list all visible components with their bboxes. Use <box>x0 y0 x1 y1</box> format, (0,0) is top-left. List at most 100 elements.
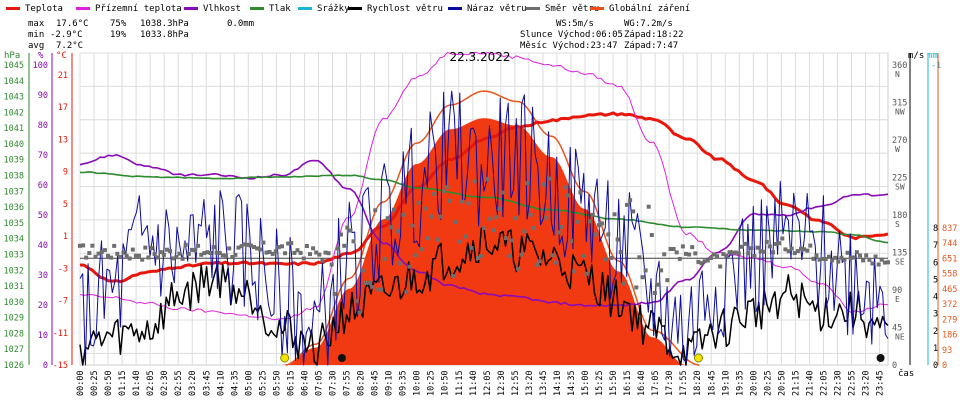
celsius-tick-0: 21 <box>58 71 68 81</box>
wm2-tick-2: 651 <box>942 254 957 264</box>
wind-dir-point-109 <box>416 200 421 205</box>
celsius-tick-6: -3 <box>58 264 68 274</box>
wind-dir-point-23 <box>149 246 154 251</box>
time-tick-24: 10:00 <box>413 370 423 396</box>
legend-swatch-0 <box>6 7 20 10</box>
sunrise-marker <box>280 353 290 363</box>
wind-dir-point-123 <box>460 199 465 204</box>
ms-unit: m/s <box>908 51 924 61</box>
dir-tick-6: 90 <box>892 286 902 296</box>
time-tick-20: 08:20 <box>357 370 367 396</box>
wind-dir-point-214 <box>743 241 747 246</box>
time-tick-35: 14:35 <box>567 370 577 396</box>
wind-dir-point-128 <box>475 256 480 261</box>
wind-dir-point-125 <box>466 201 471 206</box>
time-tick-48: 20:00 <box>749 370 759 396</box>
wind-dir-point-75 <box>311 246 316 251</box>
wind-dir-point-259 <box>882 260 887 265</box>
ms-tick-2: 6 <box>933 258 938 268</box>
time-tick-9: 03:45 <box>202 370 212 396</box>
legend-swatch-8 <box>590 7 604 10</box>
wind-dir-point-251 <box>858 253 862 258</box>
legend-label-0: Teplota <box>25 4 63 14</box>
dir-label-0: N <box>895 70 900 79</box>
wind-dir-point-115 <box>435 237 440 242</box>
wind-dir-point-80 <box>326 251 331 256</box>
wind-dir-point-199 <box>696 259 701 264</box>
wind-dir-point-98 <box>382 257 387 261</box>
wind-dir-point-148 <box>537 259 542 264</box>
wind-dir-point-47 <box>224 253 229 258</box>
wind-dir-point-95 <box>373 208 378 213</box>
pct-tick-7: 30 <box>38 271 48 281</box>
stats-header: max 17.6°C 75% 1038.3hPa 0.0mm min -2.9°… <box>28 19 684 51</box>
ms-tick-3: 5 <box>933 275 938 285</box>
wind-dir-point-41 <box>205 250 210 255</box>
legend-swatch-2 <box>184 7 198 10</box>
wind-dir-point-63 <box>273 249 278 254</box>
time-tick-14: 05:50 <box>272 370 282 396</box>
hpa-tick-15: 1030 <box>4 298 24 308</box>
wind-dir-point-55 <box>248 243 253 248</box>
wind-dir-point-19 <box>137 253 141 258</box>
wind-dir-point-74 <box>308 252 312 257</box>
wind-dir-point-183 <box>646 204 651 209</box>
wind-dir-point-45 <box>217 251 222 255</box>
dir-label-7: NE <box>895 333 905 342</box>
wind-dir-point-69 <box>292 250 297 255</box>
wind-dir-point-27 <box>161 252 166 257</box>
wind-dir-point-197 <box>690 245 695 250</box>
time-tick-28: 11:40 <box>469 370 479 396</box>
pct-tick-0: 100 <box>33 61 48 71</box>
time-tick-55: 22:55 <box>848 370 858 396</box>
wind-dir-point-8 <box>102 248 107 253</box>
wind-dir-point-102 <box>395 229 399 234</box>
chart-title: 22.3.2022 <box>449 50 510 64</box>
wind-dir-point-223 <box>771 250 775 255</box>
wind-dir-point-116 <box>438 214 443 219</box>
wind-dir-point-130 <box>482 226 486 231</box>
wind-dir-point-101 <box>391 207 396 212</box>
wind-dir-point-164 <box>587 219 592 224</box>
wind-dir-point-33 <box>180 256 185 261</box>
wind-dir-point-152 <box>550 253 555 258</box>
time-tick-5: 02:05 <box>146 370 156 396</box>
hpa-tick-5: 1040 <box>4 140 24 150</box>
dir-label-5: SE <box>895 258 905 267</box>
series-naraz-vetru <box>79 90 889 366</box>
wind-dir-point-100 <box>388 225 393 230</box>
pct-tick-10: 0 <box>43 361 48 371</box>
wind-dir-point-22 <box>146 255 151 260</box>
wind-dir-point-139 <box>510 238 514 243</box>
time-tick-25: 10:25 <box>427 370 437 396</box>
time-tick-6: 02:30 <box>160 370 170 396</box>
legend-swatch-5 <box>348 7 362 10</box>
wind-dir-point-219 <box>758 249 763 254</box>
legend-label-4: Srážky <box>317 4 350 14</box>
dir-label-3: SW <box>895 183 905 192</box>
wind-dir-point-155 <box>559 225 564 229</box>
time-tick-50: 20:50 <box>777 370 787 396</box>
wind-dir-point-56 <box>252 245 256 249</box>
wind-dir-point-230 <box>792 251 797 256</box>
wm2-tick-9: 0 <box>942 361 947 371</box>
hpa-tick-4: 1041 <box>4 124 24 134</box>
wind-dir-point-68 <box>289 241 294 246</box>
time-tick-15: 06:15 <box>286 370 296 396</box>
legend-swatch-7 <box>526 7 540 10</box>
wind-dir-point-53 <box>242 242 247 247</box>
wind-dir-point-49 <box>230 255 235 259</box>
wind-dir-point-6 <box>96 251 101 256</box>
wind-dir-point-7 <box>99 249 104 254</box>
dir-tick-8: 0 <box>892 361 897 371</box>
wind-dir-point-171 <box>609 256 614 260</box>
wind-dir-point-129 <box>478 254 483 258</box>
time-tick-46: 19:10 <box>721 370 731 396</box>
wind-dir-point-210 <box>730 250 735 255</box>
wm2-tick-3: 558 <box>942 270 957 280</box>
hpa-tick-2: 1043 <box>4 93 24 103</box>
wind-dir-point-82 <box>332 291 337 296</box>
wind-dir-point-212 <box>736 251 741 256</box>
wind-dir-point-252 <box>861 258 866 263</box>
hpa-tick-18: 1027 <box>4 345 24 355</box>
